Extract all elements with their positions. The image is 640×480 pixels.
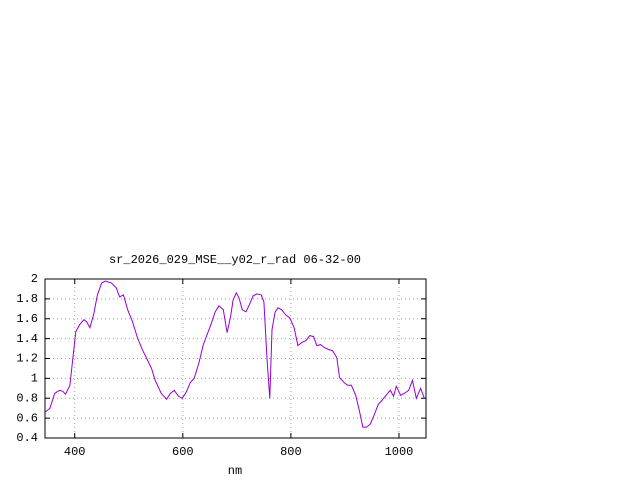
y-tick-label: 1 (31, 372, 38, 386)
y-tick-label: 0.4 (16, 431, 38, 445)
plot-border (44, 278, 427, 439)
data-line (44, 280, 425, 428)
x-tick-label: 800 (280, 445, 302, 459)
y-tick-label: 0.8 (16, 391, 38, 405)
y-tick-label: 0.6 (16, 411, 38, 425)
y-tick-label: 1.4 (16, 332, 38, 346)
x-axis-label: nm (228, 464, 242, 478)
chart-title: sr_2026_029_MSE__y02_r_rad 06-32-00 (109, 253, 361, 267)
y-tick-label: 1.6 (16, 312, 38, 326)
x-tick-label: 400 (64, 445, 86, 459)
y-tick-label: 1.8 (16, 292, 38, 306)
y-tick-label: 1.2 (16, 352, 38, 366)
x-tick-label: 1000 (385, 445, 414, 459)
y-tick-label: 2 (31, 272, 38, 286)
x-tick-label: 600 (172, 445, 194, 459)
